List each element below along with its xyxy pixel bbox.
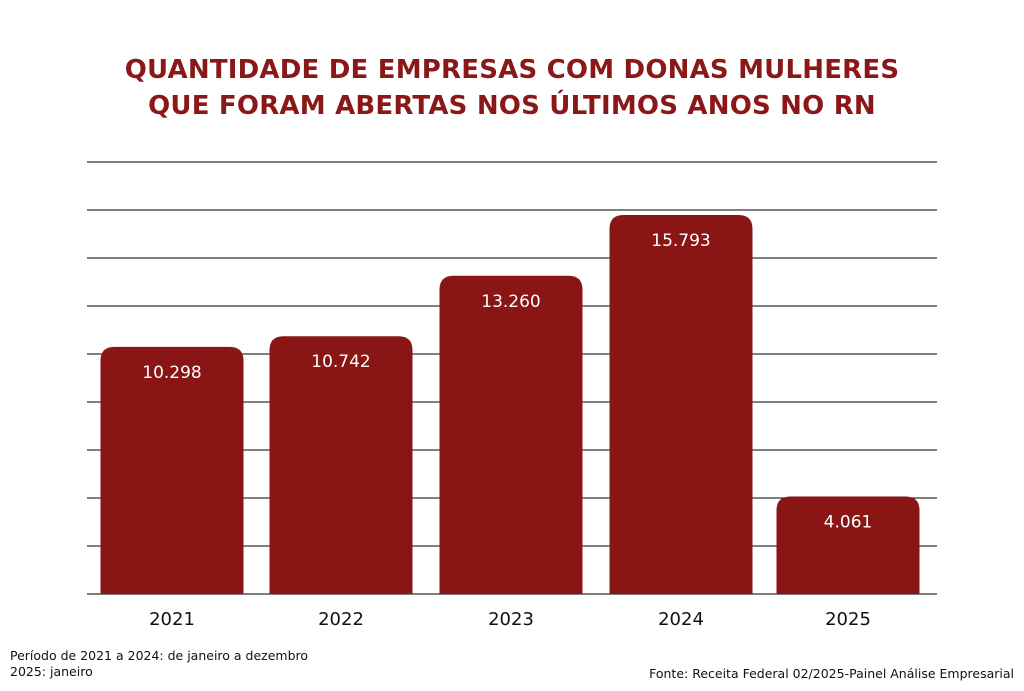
- period-note-line-2: 2025: janeiro: [10, 664, 93, 679]
- bar-2021: [100, 346, 244, 594]
- source-note: Fonte: Receita Federal 02/2025-Painel An…: [649, 666, 1014, 681]
- x-axis-tick-labels: 2021 2022 2023 2024 2025: [149, 609, 871, 630]
- x-tick-label-2025: 2025: [825, 609, 871, 630]
- bar-2025: [776, 496, 920, 594]
- period-note: Período de 2021 a 2024: de janeiro a dez…: [10, 648, 308, 680]
- bar-value-label-2023: 13.260: [481, 292, 540, 312]
- x-tick-label-2021: 2021: [149, 609, 195, 630]
- x-tick-label-2024: 2024: [658, 609, 704, 630]
- bar-value-label-2022: 10.742: [311, 352, 370, 372]
- chart-title-line-1: QUANTIDADE DE EMPRESAS COM DONAS MULHERE…: [124, 55, 900, 85]
- bar-value-label-2021: 10.298: [142, 363, 201, 383]
- x-tick-label-2023: 2023: [488, 609, 534, 630]
- bar-value-label-2024: 15.793: [651, 231, 710, 251]
- value-labels: 10.298 10.742 13.260 15.793 4.061: [142, 231, 872, 533]
- x-tick-label-2022: 2022: [318, 609, 364, 630]
- bar-2023: [439, 275, 583, 594]
- period-note-line-1: Período de 2021 a 2024: de janeiro a dez…: [10, 648, 309, 663]
- bar-2022: [269, 336, 413, 594]
- bar-value-label-2025: 4.061: [824, 513, 873, 533]
- bar-2024: [609, 214, 753, 594]
- chart-title: QUANTIDADE DE EMPRESAS COM DONAS MULHERE…: [0, 52, 1024, 124]
- bars: [100, 214, 920, 594]
- chart-title-line-2: QUE FORAM ABERTAS NOS ÚLTIMOS ANOS NO RN: [148, 91, 876, 121]
